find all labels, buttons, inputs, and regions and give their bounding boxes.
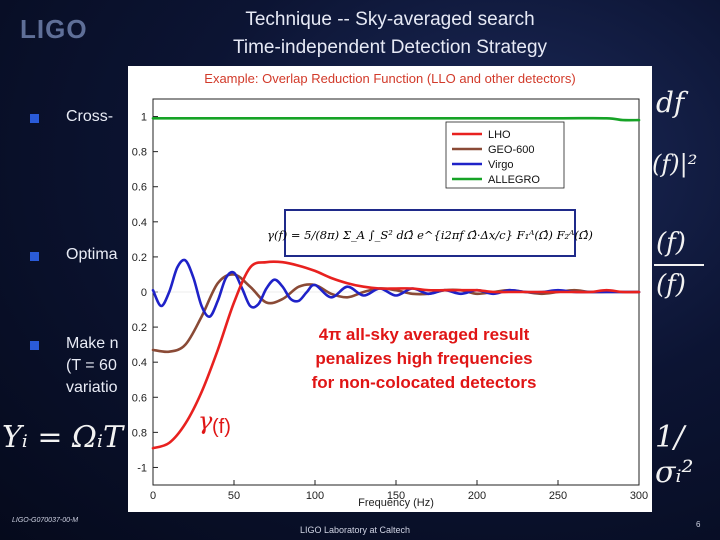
series-group [151,116,641,450]
fraction-bar [654,264,704,266]
y-tick-label: 1 [141,112,147,124]
bullet-text-5: variatio [66,379,118,396]
title-line-1: Technique -- Sky-averaged search [245,9,535,30]
math-f-numerator: (f) [656,228,686,258]
formula-box [284,209,576,257]
slide-title: Technique -- Sky-averaged search Time-in… [150,6,630,62]
series-line-allegro [151,116,641,122]
x-tick-label: 150 [387,490,405,502]
bullet-marker [30,341,39,350]
formula-text: γ(f) = 5/(8π) Σ_A ∫_S² dΩ̂ e^{i2πf Ω̂·Δx… [267,228,593,242]
x-tick-label: 250 [549,490,567,502]
overlap-reduction-chart: Example: Overlap Reduction Function (LLO… [128,66,652,512]
y-tick-label: 0.8 [132,147,147,159]
bullet-text-3: Make n [66,335,119,352]
chart-title: Example: Overlap Reduction Function (LLO… [204,71,575,86]
legend-label: ALLEGRO [488,174,540,186]
y-tick-label: 0.6 [132,182,147,194]
y-tick-label: -1 [137,462,147,474]
x-tick-label: 100 [306,490,324,502]
math-y-equation: Yᵢ = ΩᵢT [2,420,123,455]
x-tick-label: 0 [150,490,156,502]
footer-organization: LIGO Laboratory at Caltech [300,525,411,535]
math-f-denominator: (f) [656,270,686,300]
bullet-marker [30,114,39,123]
x-axis-label: Frequency (Hz) [358,497,434,509]
x-tick-label: 300 [630,490,648,502]
document-id: LIGO-G070037-00-M [12,517,79,524]
bullet-text-1: Cross- [66,108,114,125]
bullet-text-4: (T = 60 [66,357,117,374]
annotation-line-1: 4π all-sky averaged result [319,325,530,344]
math-f-squared: (f)|² [652,150,698,178]
y-tick-label: 0 [141,287,147,299]
gamma-of-f-label: (f) [212,416,231,438]
y-tick-label: 0.6 [132,392,147,404]
legend-label: Virgo [488,159,513,171]
ligo-logo: LIGO [20,14,88,44]
legend: LHO GEO-600 Virgo ALLEGRO [445,121,565,189]
math-inverse-sigma: 1/σᵢ² [655,420,694,490]
bullet-text-2: Optima [66,246,118,263]
math-df: df [656,86,685,119]
x-tick-label: 200 [468,490,486,502]
chart-svg: Example: Overlap Reduction Function (LLO… [132,71,648,509]
page-number: 6 [696,520,701,529]
gamma-symbol: γ [198,407,213,435]
legend-label: GEO-600 [488,144,534,156]
annotation-line-3: for non-colocated detectors [312,373,537,392]
bullet-marker [30,252,39,261]
annotation-line-2: penalizes high frequencies [315,349,532,368]
axis-ticks: 1 0.8 0.6 0.4 0.2 0 0.2 0.4 0.6 0.8 -1 0 50 100 150 200… [132,112,648,502]
series-line-lho [151,260,641,450]
x-tick-label: 50 [228,490,240,502]
legend-label: LHO [488,129,511,141]
y-tick-label: 0.4 [132,217,147,229]
y-tick-label: 0.2 [132,322,147,334]
y-tick-label: 0.4 [132,357,147,369]
y-tick-label: 0.8 [132,427,147,439]
title-line-2: Time-independent Detection Strategy [232,37,548,58]
y-tick-label: 0.2 [132,252,147,264]
